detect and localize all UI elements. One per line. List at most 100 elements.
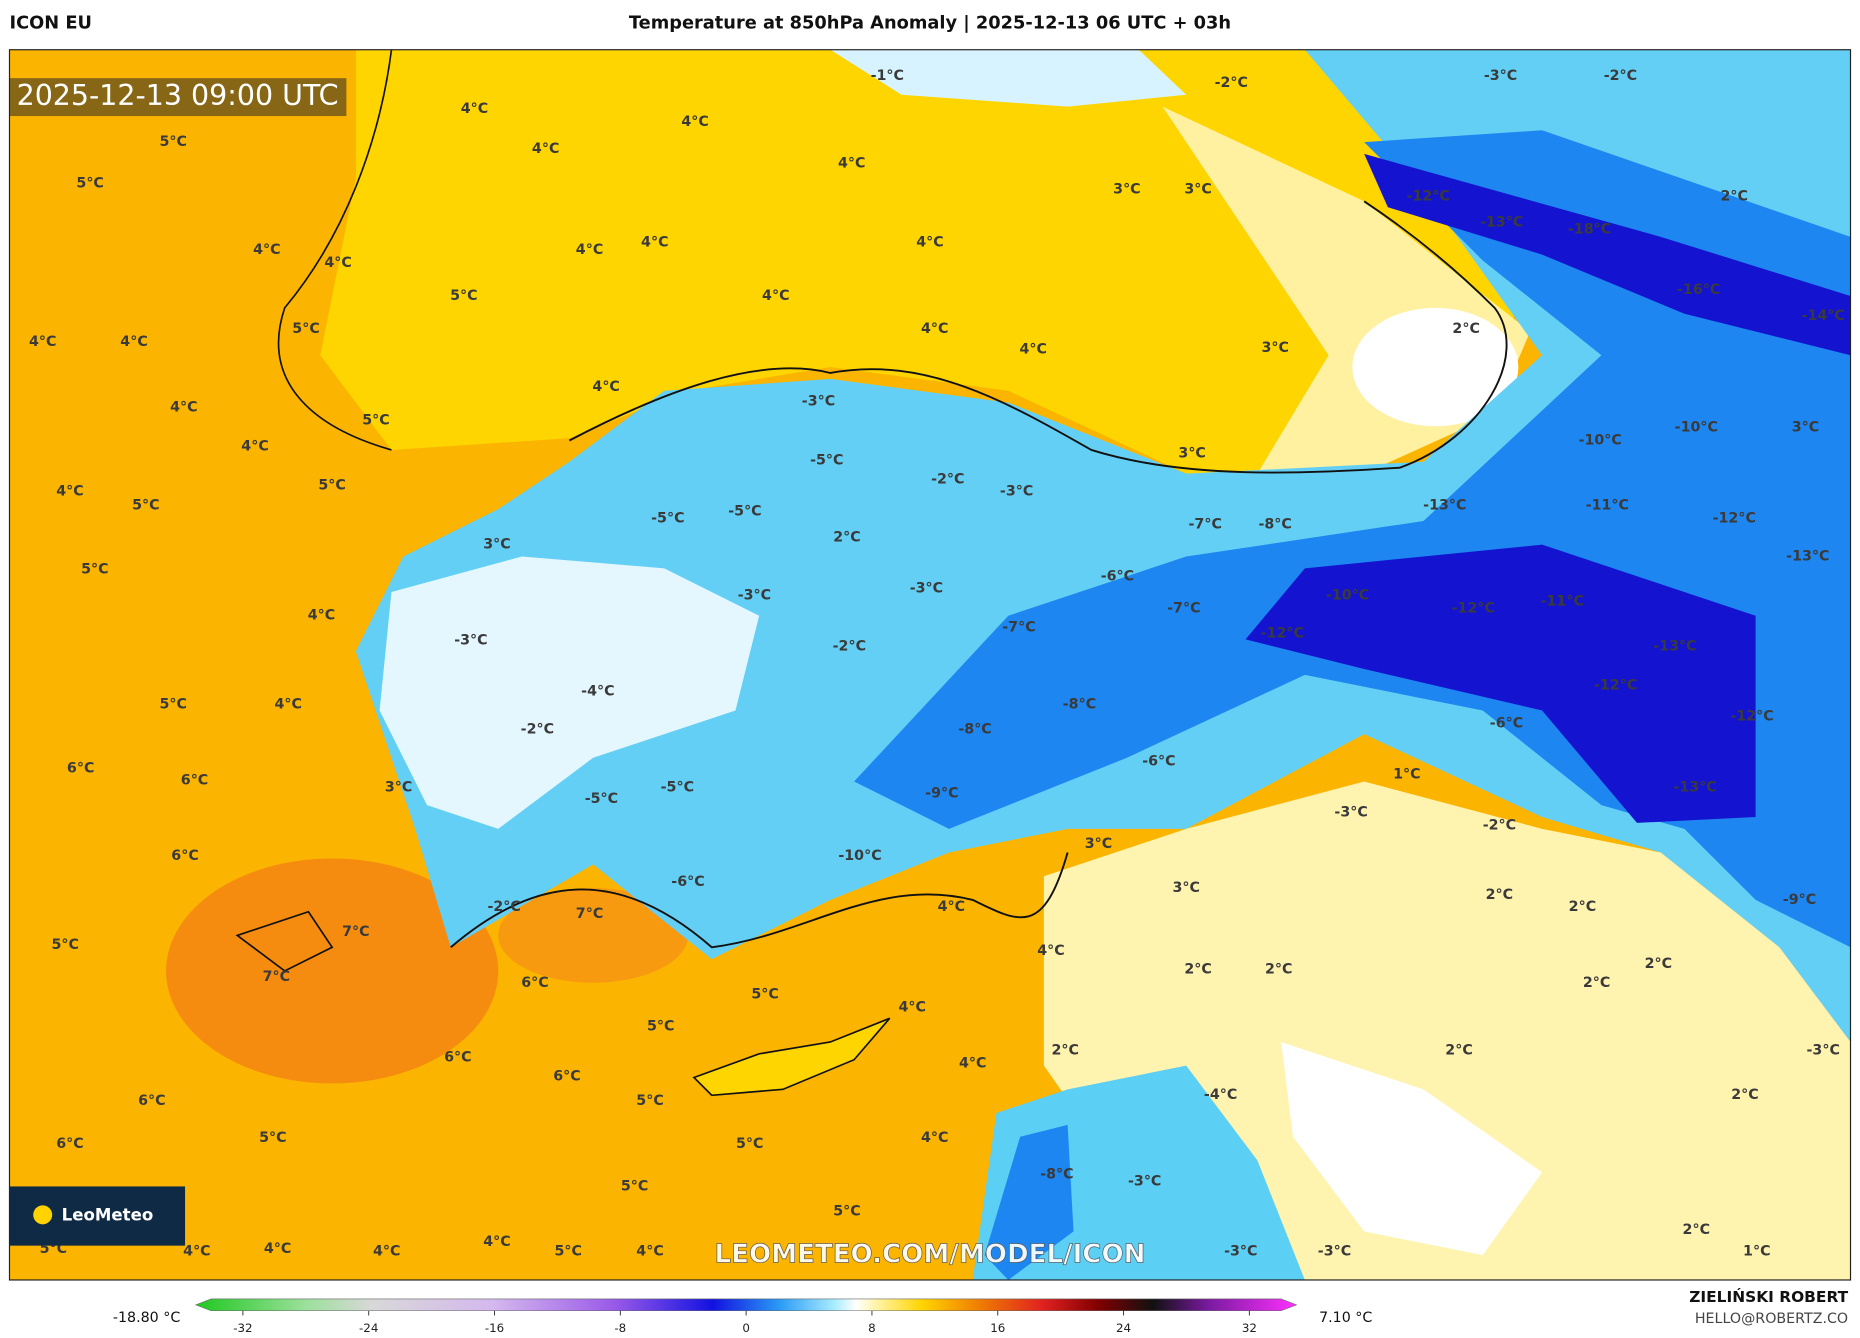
temperature-label: 5°C	[362, 412, 389, 428]
temperature-label: 4°C	[120, 334, 147, 350]
temperature-label: 4°C	[308, 608, 335, 624]
temperature-label: -11°C	[1541, 594, 1584, 610]
temperature-label: 2°C	[1452, 321, 1479, 337]
temperature-label: -3°C	[1224, 1244, 1257, 1260]
temperature-label: 4°C	[56, 483, 83, 499]
temperature-label: 4°C	[324, 255, 351, 271]
temperature-label: -3°C	[1128, 1174, 1161, 1190]
colorbar-tick-label: -8	[614, 1321, 626, 1335]
temperature-label: -12°C	[1261, 625, 1304, 641]
temperature-label: 4°C	[959, 1055, 986, 1071]
temperature-label: -6°C	[1142, 753, 1175, 769]
temperature-label: 5°C	[81, 562, 108, 578]
temperature-label: -4°C	[581, 684, 614, 700]
temperature-label: 4°C	[592, 379, 619, 395]
temperature-label: -16°C	[1677, 282, 1720, 298]
temperature-label: -10°C	[1579, 432, 1622, 448]
temperature-label: -5°C	[810, 453, 843, 469]
temperature-label: -12°C	[1452, 601, 1495, 617]
temperature-label: 6°C	[138, 1093, 165, 1109]
temperature-label: 2°C	[1184, 962, 1211, 978]
temperature-label: 4°C	[1019, 341, 1046, 357]
temperature-label: 4°C	[373, 1244, 400, 1260]
temperature-label: -3°C	[738, 588, 771, 604]
temperature-label: -12°C	[1730, 708, 1773, 724]
temperature-label: -2°C	[521, 721, 554, 737]
temperature-label: -13°C	[1786, 549, 1829, 565]
temperature-label: 2°C	[1721, 189, 1748, 205]
temperature-label: 1°C	[1393, 766, 1420, 782]
temperature-label: 5°C	[159, 134, 186, 150]
temperature-label: 4°C	[253, 242, 280, 258]
temperature-label: -3°C	[454, 633, 487, 649]
temperature-label: -3°C	[1318, 1244, 1351, 1260]
temperature-label: 3°C	[1261, 340, 1288, 356]
map-field	[9, 49, 1851, 1280]
temperature-label: 5°C	[318, 477, 345, 493]
temperature-label: 2°C	[833, 530, 860, 546]
temperature-label: 6°C	[181, 772, 208, 788]
temperature-label: -12°C	[1407, 189, 1450, 205]
temperature-label: -9°C	[1783, 892, 1816, 908]
temperature-label: 7°C	[263, 969, 290, 985]
watermark: LEOMETEO.COM/MODEL/ICON	[715, 1240, 1146, 1270]
temperature-label: 6°C	[171, 848, 198, 864]
temperature-label: 5°C	[450, 288, 477, 304]
colorbar-tick-label: 32	[1242, 1321, 1257, 1335]
temperature-label: 5°C	[751, 987, 778, 1003]
temperature-label: -2°C	[1483, 817, 1516, 833]
temperature-label: 3°C	[1184, 181, 1211, 197]
temperature-label: 3°C	[1792, 419, 1819, 435]
timestamp-box	[9, 78, 347, 117]
temperature-label: 4°C	[483, 1234, 510, 1250]
temperature-label: 2°C	[1445, 1042, 1472, 1058]
colorbar-min: -18.80 °C	[113, 1310, 181, 1326]
logo-sun	[33, 1205, 53, 1225]
temperature-label: 2°C	[1569, 899, 1596, 915]
temperature-label: -7°C	[1002, 620, 1035, 636]
temperature-label: 4°C	[264, 1241, 291, 1257]
temperature-label: 7°C	[342, 924, 369, 940]
temperature-label: -7°C	[1167, 601, 1200, 617]
colorbar-tick-label: 24	[1116, 1321, 1131, 1335]
temperature-label: -10°C	[1326, 588, 1369, 604]
temperature-label: 6°C	[553, 1068, 580, 1084]
temperature-label: -10°C	[1675, 419, 1718, 435]
temperature-label: 4°C	[636, 1244, 663, 1260]
temperature-label: 2°C	[1051, 1042, 1078, 1058]
timestamp: 2025-12-13 09:00 UTC	[17, 79, 339, 112]
temperature-label: -9°C	[925, 785, 958, 801]
temperature-label: -8°C	[1063, 697, 1096, 713]
temperature-label: 4°C	[641, 235, 668, 251]
chart-title: Temperature at 850hPa Anomaly | 2025-12-…	[629, 14, 1231, 34]
temperature-label: -10°C	[838, 848, 881, 864]
temperature-label: 5°C	[621, 1178, 648, 1194]
temperature-label: 5°C	[554, 1244, 581, 1260]
temperature-label: -6°C	[1490, 715, 1523, 731]
temperature-label: 5°C	[76, 176, 103, 192]
temperature-label: -1°C	[871, 68, 904, 84]
temperature-label: 3°C	[483, 537, 510, 553]
temperature-label: -3°C	[1807, 1042, 1840, 1058]
temperature-label: -2°C	[1215, 75, 1248, 91]
temperature-label: -13°C	[1673, 779, 1716, 795]
temperature-label: -13°C	[1423, 498, 1466, 514]
temperature-label: 7°C	[576, 906, 603, 922]
temperature-label: -2°C	[1604, 68, 1637, 84]
temperature-label: 5°C	[736, 1136, 763, 1152]
temperature-label: -6°C	[671, 874, 704, 890]
temperature-label: 4°C	[241, 438, 268, 454]
temperature-label: -13°C	[1653, 639, 1696, 655]
temperature-label: 5°C	[833, 1203, 860, 1219]
temperature-label: -12°C	[1713, 511, 1756, 527]
temperature-label: 5°C	[259, 1130, 286, 1146]
temperature-label: 4°C	[576, 242, 603, 258]
temperature-label: -2°C	[487, 899, 520, 915]
temperature-label: 4°C	[29, 334, 56, 350]
temperature-label: -5°C	[728, 504, 761, 520]
temperature-label: 6°C	[67, 760, 94, 776]
temperature-label: 6°C	[521, 975, 548, 991]
temperature-label: 2°C	[1645, 956, 1672, 972]
temperature-label: -8°C	[958, 721, 991, 737]
